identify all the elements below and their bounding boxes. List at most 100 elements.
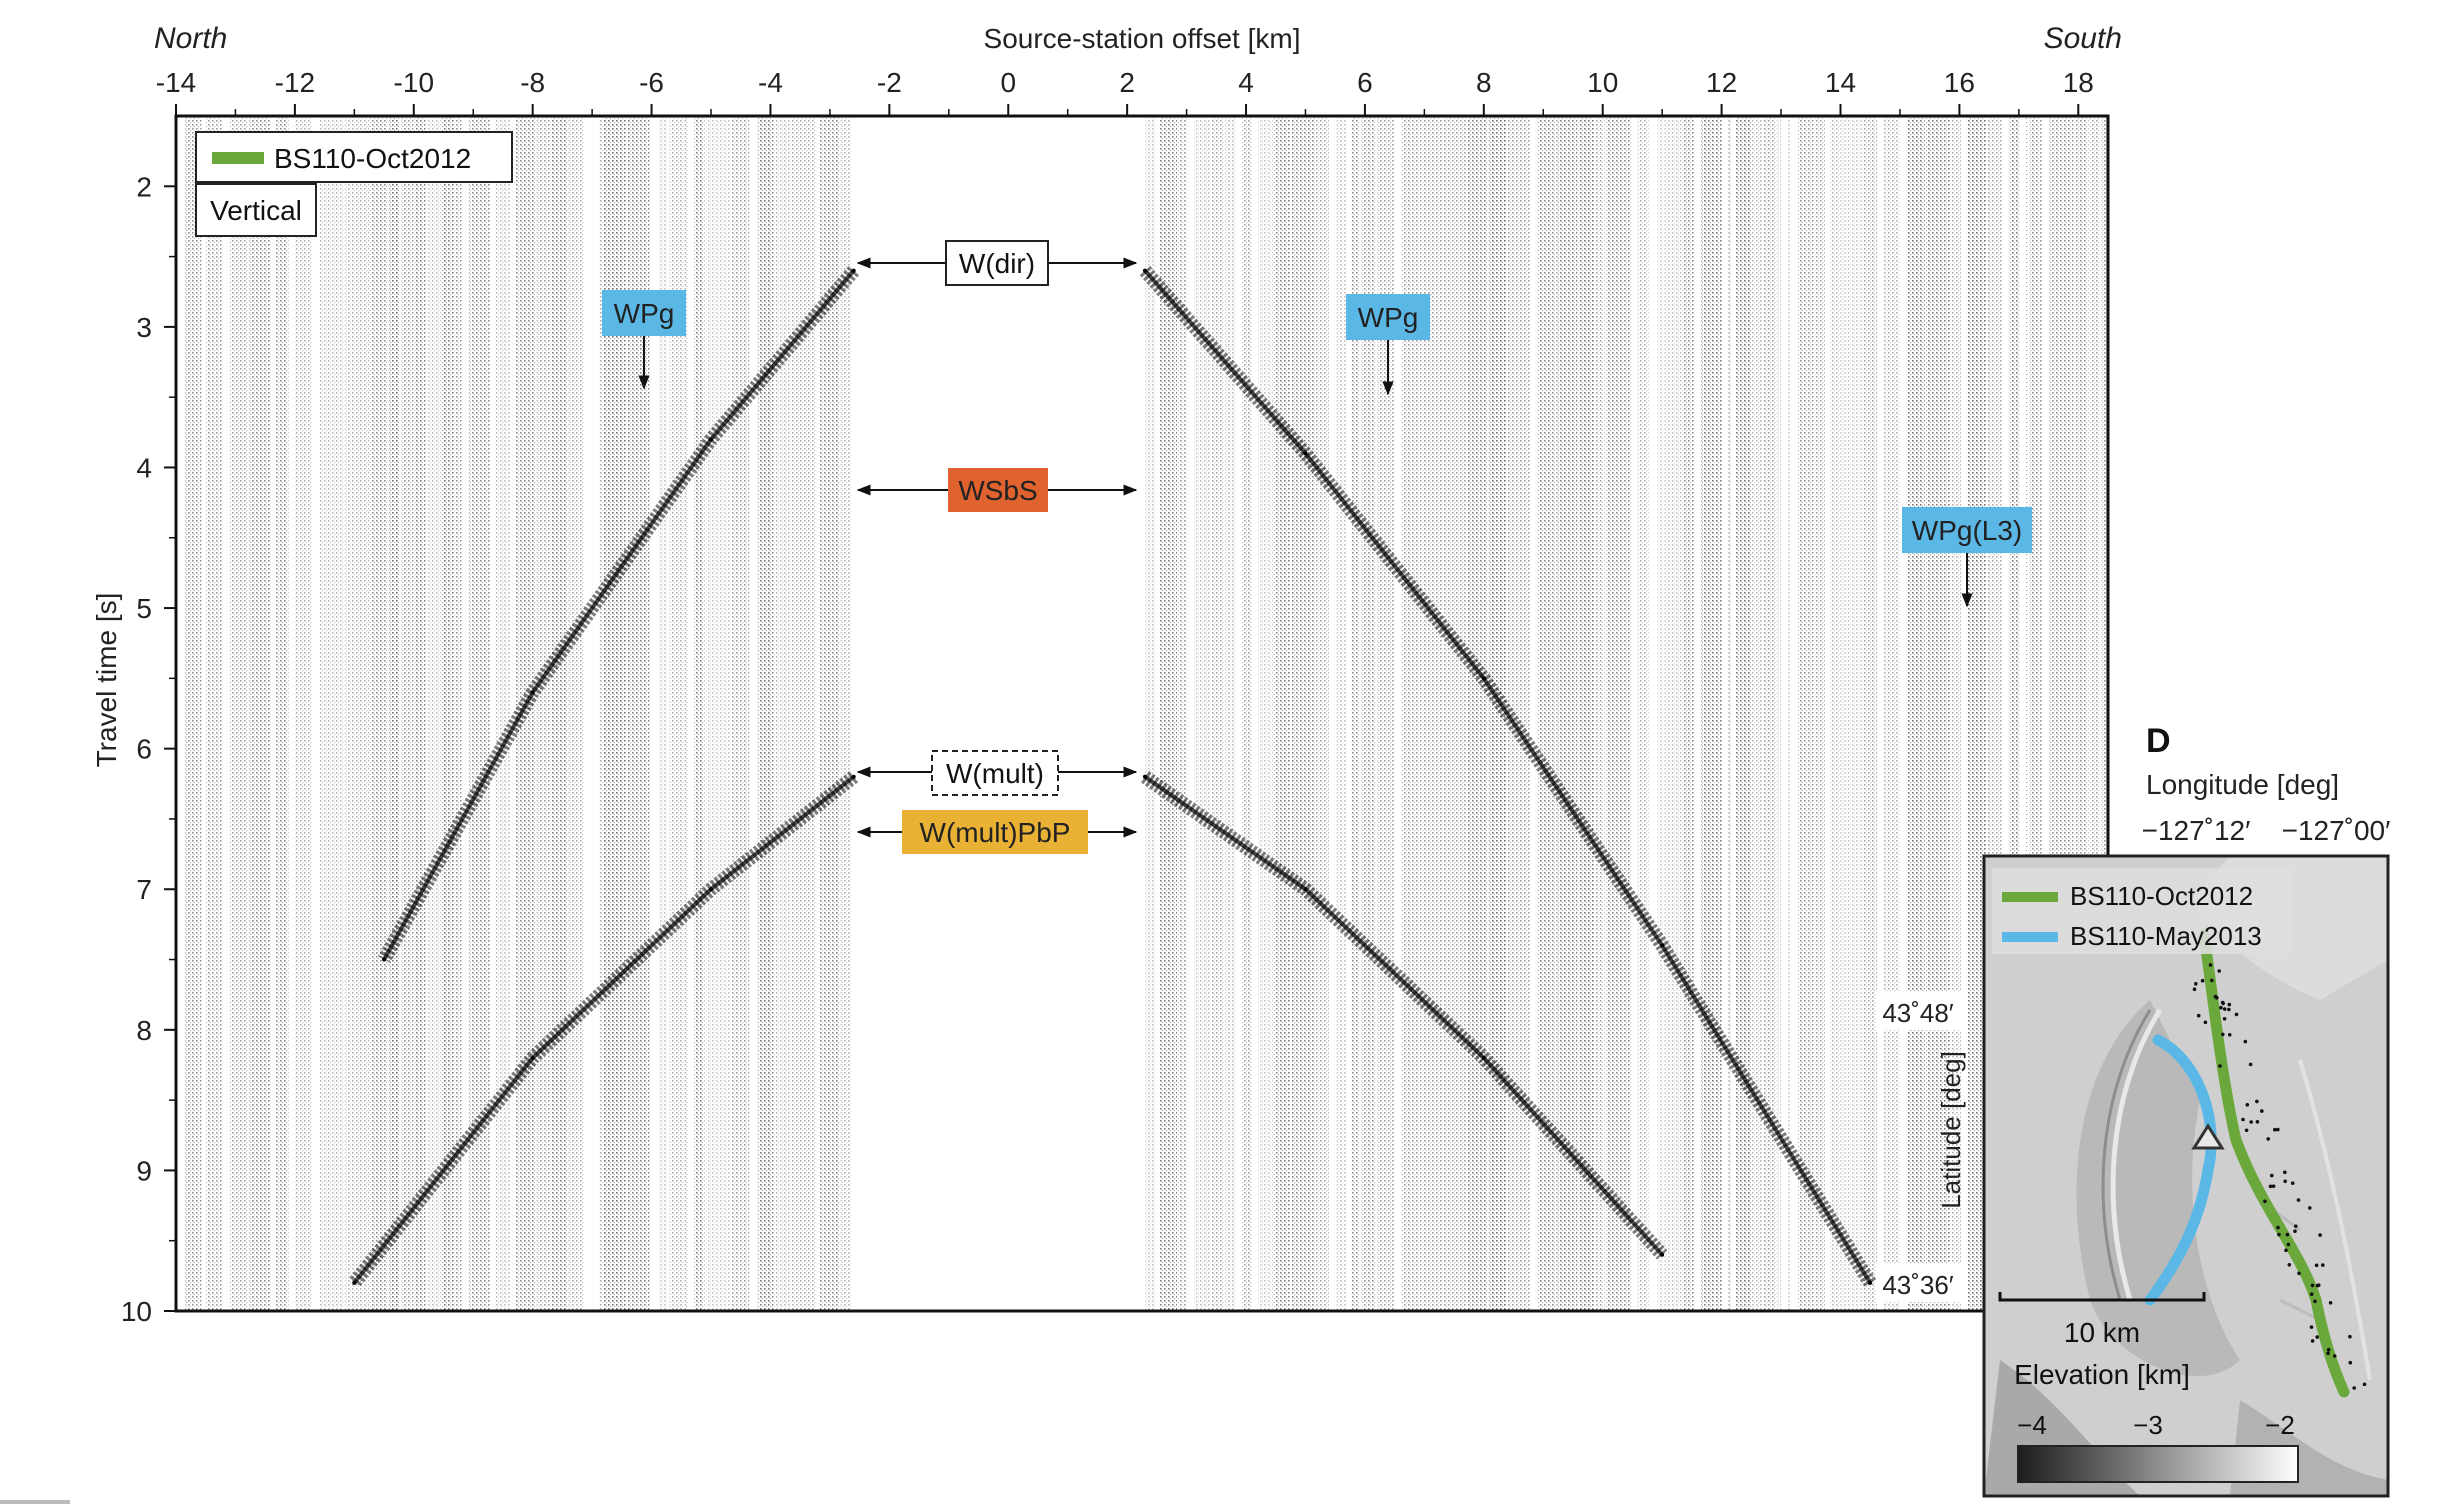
longitude-title: Longitude [deg] [2146, 769, 2339, 800]
y-tick-label: 8 [136, 1015, 152, 1046]
trace-band [731, 116, 750, 1311]
lat-tick-1: 43˚48′ [1882, 998, 1953, 1028]
record-section: -14 -12 -10 -8 -6 -4 -2 0 2 4 6 8 10 12 14 16 18 2 3 4 5 6 7 8… [91, 22, 2122, 1327]
earthquake-dot [2219, 1005, 2223, 1010]
earthquake-dot [2266, 1137, 2270, 1141]
x-axis: -14 -12 -10 -8 -6 -4 -2 0 2 4 6 8 10 12 14 16 18 [156, 67, 2094, 116]
component-label: Vertical [210, 195, 302, 226]
trace-band [1377, 116, 1395, 1311]
offset-gap [850, 116, 1137, 1311]
label-wmult: W(mult) [946, 758, 1044, 789]
earthquake-dot [2203, 1020, 2208, 1025]
trace-band [468, 116, 490, 1311]
trace-band [426, 116, 441, 1311]
trace-band [206, 116, 222, 1311]
plot-frame [174, 114, 2110, 1313]
trace-band [1467, 116, 1488, 1311]
annotation-wpg-l3: WPg(L3) [1902, 507, 2032, 608]
dead-trace [1650, 116, 1658, 1311]
earthquake-dot [2255, 1099, 2259, 1104]
phase-pick [1142, 268, 1147, 273]
earthquake-dot [2243, 1039, 2248, 1044]
phase-pick [709, 437, 714, 442]
x-tick-label: 14 [1825, 67, 1856, 98]
phase-curve-core [1143, 775, 1664, 1257]
earthquake-dot [2283, 1170, 2287, 1175]
phase-pick [530, 690, 535, 695]
trace-band [1144, 116, 1157, 1311]
trace-band [819, 116, 840, 1311]
legend-swatch [212, 152, 264, 164]
annotation-wpg-left: WPg [602, 290, 686, 390]
x-tick-label: 2 [1119, 67, 1135, 98]
x-tick-label: 10 [1587, 67, 1618, 98]
earthquake-dot [2315, 1335, 2319, 1339]
earthquake-dot [2241, 1117, 2245, 1122]
label-wsbs: WSbS [958, 475, 1037, 506]
trace-band [1241, 116, 1252, 1311]
elev-tick-2: −3 [2133, 1410, 2163, 1440]
scale-bar: 10 km [1998, 1292, 2206, 1348]
dead-trace [687, 116, 695, 1311]
panel-letter: D [2146, 722, 2171, 760]
earthquake-dot [2310, 1283, 2315, 1288]
trace-band [1402, 116, 1422, 1311]
y-tick-label: 6 [136, 734, 152, 765]
phase-pick [709, 887, 714, 892]
phase-pick [382, 957, 387, 962]
phase-pick [1868, 1280, 1873, 1285]
trace-band [840, 116, 851, 1311]
earthquake-dot [2290, 1181, 2295, 1185]
earthquake-dot [2248, 1062, 2253, 1067]
phase-curve-core [382, 269, 856, 961]
earthquake-dot [2271, 1184, 2276, 1188]
trace-band [1700, 116, 1715, 1311]
trace-band [757, 116, 774, 1311]
x-tick-label: 16 [1944, 67, 1975, 98]
earthquake-dot [2227, 1002, 2232, 1007]
trace-band [370, 116, 388, 1311]
earthquake-dot [2362, 1382, 2367, 1387]
dead-trace [1186, 116, 1194, 1311]
earthquake-dot [2287, 1263, 2292, 1267]
trace-band [294, 116, 312, 1311]
earthquake-dot [2310, 1339, 2315, 1343]
earthquake-dot [2321, 1263, 2325, 1267]
earthquake-dot [2244, 1128, 2249, 1133]
phase-pick [1303, 887, 1308, 892]
dead-trace [1721, 116, 1729, 1311]
trace-band [1224, 116, 1236, 1311]
dead-trace [592, 116, 600, 1311]
earthquake-dot [2318, 1233, 2322, 1237]
phase-pick [1660, 1252, 1665, 1257]
scale-label: 10 km [2064, 1317, 2140, 1348]
trace-band [1291, 116, 1315, 1311]
x-tick-label: -4 [758, 67, 783, 98]
earthquake-dot [2260, 1109, 2264, 1113]
dead-trace [1899, 116, 1907, 1311]
elevation-title: Elevation [km] [2014, 1359, 2190, 1390]
trace-band [2101, 116, 2108, 1311]
earthquake-dot [2249, 1120, 2253, 1124]
lon-tick-2: −127˚00′ [2282, 815, 2391, 846]
map-legend-label-1: BS110-Oct2012 [2070, 881, 2253, 911]
trace-band [248, 116, 271, 1311]
bathymetry-map [1984, 856, 2388, 1496]
phase-pick [1481, 1055, 1486, 1060]
earthquake-dot [2220, 1000, 2225, 1005]
trace-band [1273, 116, 1290, 1311]
map-legend-label-2: BS110-May2013 [2070, 921, 2262, 951]
trace-band [276, 116, 289, 1311]
annotation-wmult: W(mult) [856, 750, 1138, 796]
phase-pick [851, 774, 856, 779]
dead-trace [651, 116, 659, 1311]
x-tick-label: -14 [156, 67, 196, 98]
phase-pick [1142, 774, 1147, 779]
trace-band [1763, 116, 1776, 1311]
x-tick-label: 12 [1706, 67, 1737, 98]
y-axis: 2 3 4 5 6 7 8 9 10 [121, 171, 176, 1327]
lat-tick-2: 43˚36′ [1882, 1270, 1953, 1300]
earthquake-dot [2348, 1360, 2353, 1365]
y-tick-label: 9 [136, 1155, 152, 1186]
south-label: South [2044, 22, 2122, 55]
